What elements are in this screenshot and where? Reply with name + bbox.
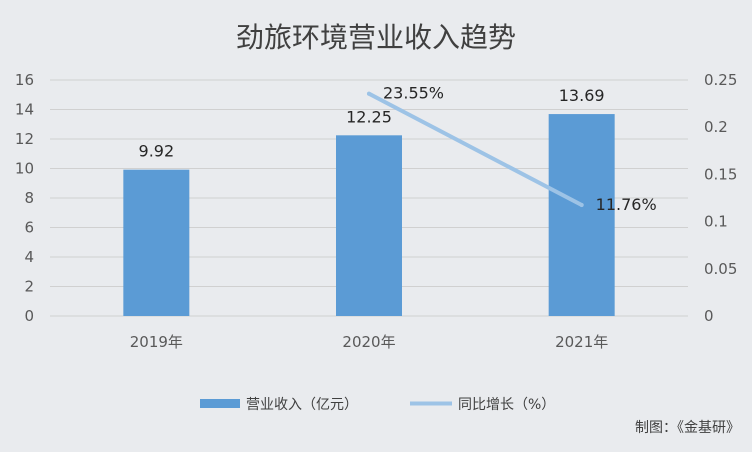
legend-line-label: 同比增长（%）	[458, 397, 555, 413]
right-axis: 0 0.05 0.1 0.15 0.2 0.25	[704, 71, 737, 325]
bar-data-label: 9.92	[139, 142, 175, 161]
legend-bar-swatch	[200, 399, 240, 408]
line-data-label: 11.76%	[596, 195, 657, 214]
legend-bar-label: 营业收入（亿元）	[246, 397, 358, 413]
y-left-tick-label: 2	[24, 278, 34, 296]
y-left-tick-label: 12	[15, 130, 34, 148]
x-axis: 2019年 2020年 2021年	[130, 333, 609, 351]
y-right-tick-label: 0	[704, 307, 714, 325]
legend: 营业收入（亿元） 同比增长（%）	[200, 397, 555, 413]
line-point	[579, 202, 584, 207]
y-left-tick-label: 4	[24, 248, 34, 266]
x-tick-label: 2020年	[342, 333, 395, 351]
y-right-tick-label: 0.2	[704, 118, 728, 136]
y-left-tick-label: 6	[24, 219, 34, 237]
y-left-tick-label: 14	[15, 101, 34, 119]
bar-data-label: 13.69	[559, 86, 605, 105]
source-note: 制图：《金基研》	[635, 419, 740, 436]
line-data-label: 23.55%	[383, 84, 444, 103]
left-axis: 0 2 4 6 8 10 12 14 16	[15, 71, 34, 325]
bar-data-label: 12.25	[346, 107, 392, 126]
chart-title: 劲旅环境营业收入趋势	[236, 21, 516, 54]
bar	[336, 135, 402, 316]
y-right-tick-label: 0.05	[704, 260, 737, 278]
x-tick-label: 2021年	[555, 333, 608, 351]
y-right-tick-label: 0.25	[704, 71, 737, 89]
y-right-tick-label: 0.15	[704, 165, 737, 183]
bar-series: 9.92 12.25 13.69	[123, 86, 615, 316]
y-left-tick-label: 8	[24, 189, 34, 207]
bar	[548, 114, 615, 316]
bar	[123, 169, 190, 316]
y-left-tick-label: 10	[15, 160, 34, 178]
y-right-tick-label: 0.1	[704, 213, 728, 231]
line-point	[367, 91, 371, 96]
growth-line	[367, 91, 584, 207]
y-left-tick-label: 16	[15, 71, 34, 89]
line-series: 23.55% 11.76%	[367, 84, 657, 214]
y-left-tick-label: 0	[24, 307, 34, 325]
x-tick-label: 2019年	[130, 333, 183, 351]
